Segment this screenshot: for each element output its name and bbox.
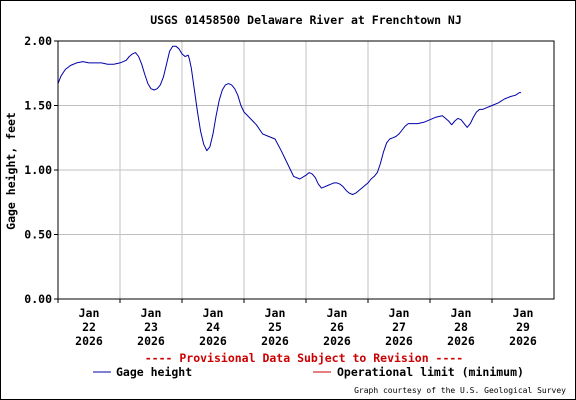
x-tick-label: 2026 [261,334,289,348]
x-tick-label: 25 [268,320,282,334]
x-tick-label: 2026 [509,334,537,348]
x-tick-label: 2026 [323,334,351,348]
x-tick-label: 2026 [75,334,103,348]
gage-height-line [57,45,522,195]
y-tick-label: 0.00 [24,292,52,306]
x-tick-label: 26 [330,320,344,334]
x-tick-label: 24 [206,320,220,334]
plot-border [57,40,555,300]
y-tick-label: 0.50 [24,228,52,242]
x-tick-label: Jan [389,306,410,320]
y-tick-label: 1.50 [24,99,52,113]
usgs-credit: Graph courtesy of the U.S. Geological Su… [354,386,566,395]
x-tick-label: Jan [265,306,286,320]
provisional-notice: ---- Provisional Data Subject to Revisio… [145,351,464,365]
chart-title: USGS 01458500 Delaware River at Frenchto… [150,13,462,27]
x-tick-labels: Jan222026Jan232026Jan242026Jan252026Jan2… [75,306,537,348]
legend-limit-label: Operational limit (minimum) [337,365,524,379]
x-tick-label: Jan [141,306,162,320]
x-tick-label: 2026 [447,334,475,348]
y-axis-label: Gage height, feet [4,112,18,230]
x-tick-label: Jan [79,306,100,320]
x-tick-label: 27 [392,320,406,334]
x-tick-label: Jan [451,306,472,320]
x-tick-label: Jan [513,306,534,320]
x-tick-label: 2026 [199,334,227,348]
y-tick-label: 2.00 [24,34,52,48]
x-tick-label: Jan [327,306,348,320]
legend-gage-label: Gage height [116,365,192,379]
x-tick-label: 2026 [385,334,413,348]
x-tick-label: 2026 [137,334,165,348]
x-tick-label: 23 [144,320,158,334]
y-tick-labels: 0.00 0.50 1.00 1.50 2.00 [24,34,52,306]
x-tick-label: 29 [516,320,530,334]
y-tick-label: 1.00 [24,163,52,177]
x-tick-label: 22 [82,320,96,334]
x-tick-label: 28 [454,320,468,334]
x-tick-label: Jan [203,306,224,320]
